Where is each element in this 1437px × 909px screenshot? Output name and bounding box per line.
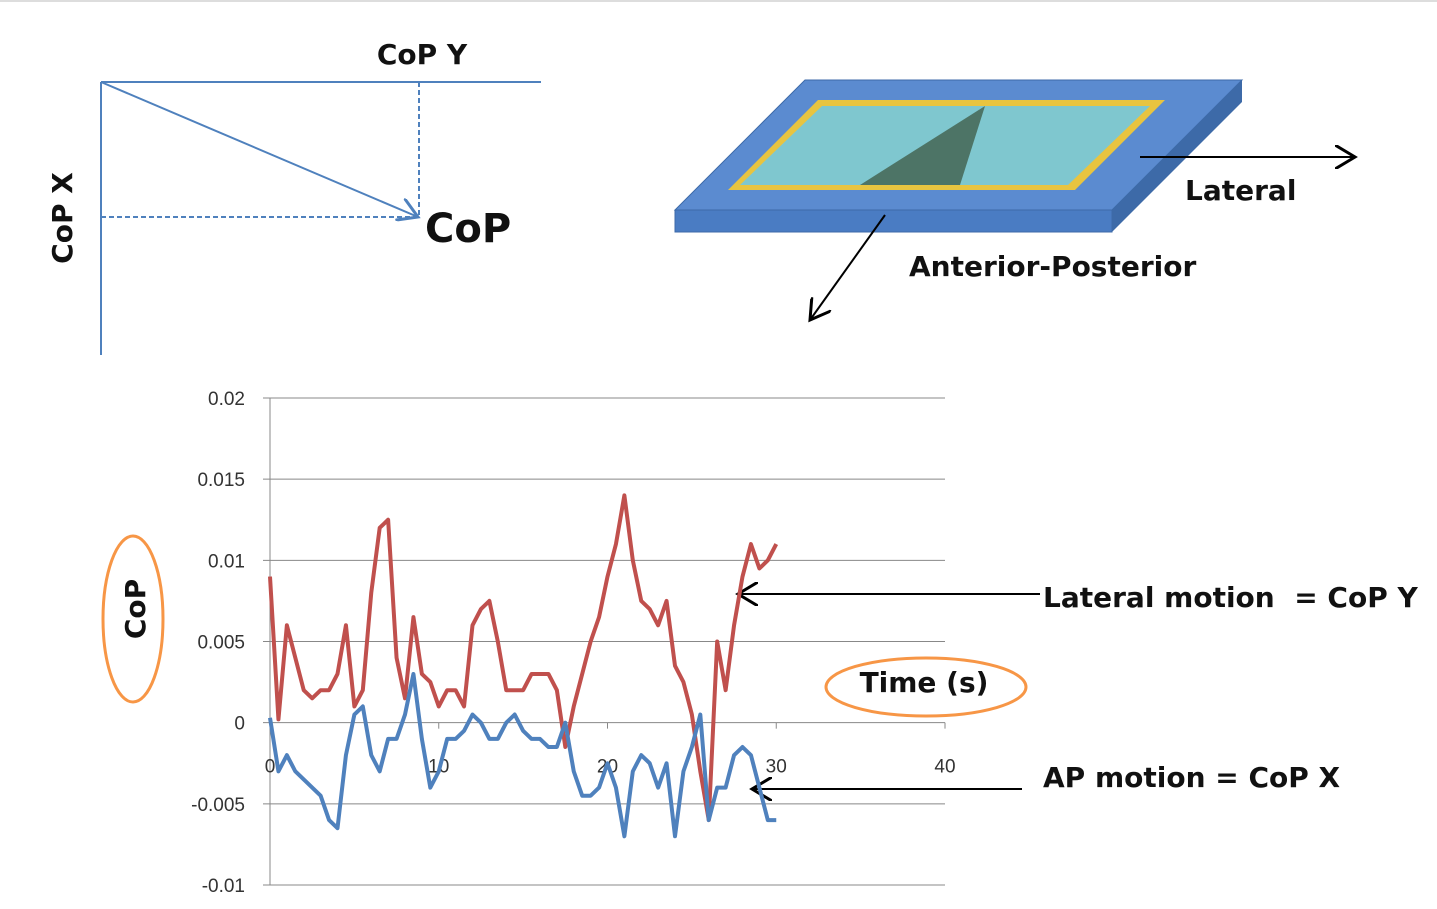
x-tick-label: 40 — [934, 757, 955, 778]
cop-x-label: CoP X — [46, 172, 79, 264]
y-tick-label: 0.02 — [208, 389, 245, 410]
cop-label: CoP — [425, 206, 511, 252]
lateral-label: Lateral — [1185, 174, 1296, 207]
x-tick-label: 0 — [265, 757, 276, 778]
y-tick-label: 0.005 — [197, 633, 245, 654]
annotation: AP motion = CoP X — [1043, 761, 1341, 794]
annotation: Lateral motion = CoP Y — [1043, 581, 1418, 614]
y-axis-label: CoP — [119, 579, 152, 639]
series-line — [270, 674, 776, 836]
y-tick-label: 0 — [234, 714, 245, 735]
y-tick-label: -0.005 — [191, 795, 245, 816]
ap-label: Anterior-Posterior — [909, 250, 1196, 283]
y-tick-label: 0.015 — [197, 470, 245, 491]
y-tick-label: -0.01 — [202, 876, 245, 897]
y-tick-label: 0.01 — [208, 551, 245, 572]
x-axis-label: Time (s) — [860, 666, 989, 699]
cop-y-label: CoP Y — [377, 38, 468, 71]
x-tick-label: 30 — [766, 757, 787, 778]
figure: CoP Y CoP X CoP Lateral Anterior-Posteri… — [0, 0, 1437, 909]
